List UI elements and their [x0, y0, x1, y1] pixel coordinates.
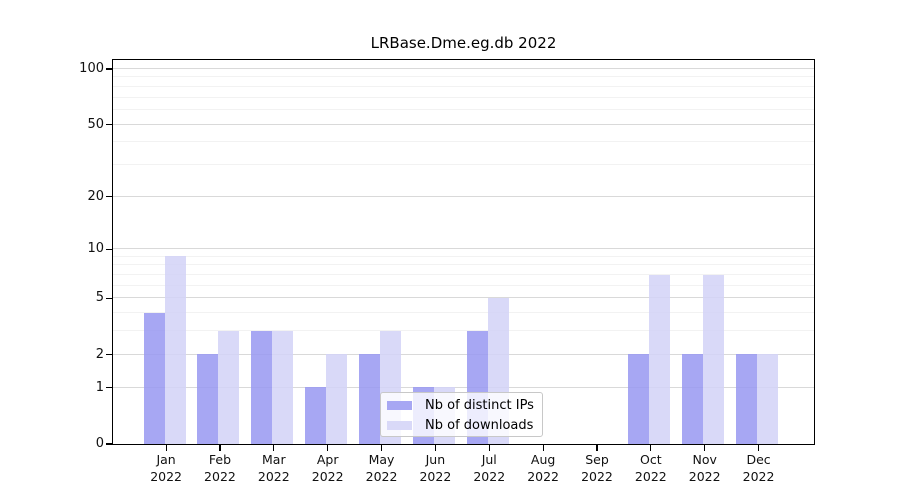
gridline-minor-90	[112, 76, 814, 78]
chart-title: LRBase.Dme.eg.db 2022	[370, 34, 557, 52]
downloads-swatch	[387, 421, 412, 431]
bar-downloads-oct	[649, 274, 671, 444]
ytick-mark-5	[106, 297, 113, 299]
month-label-apr: Apr 2022	[311, 452, 344, 484]
legend-label: Nb of downloads	[425, 418, 534, 434]
bar-ips-jan	[143, 312, 165, 444]
month-label-dec: Dec 2022	[742, 452, 775, 484]
xtick-mark-apr	[327, 444, 329, 451]
gridline-5	[112, 297, 814, 299]
xtick-mark-jul	[488, 444, 490, 451]
gridline-minor-8	[112, 264, 814, 266]
legend-item-downloads: Nb of downloads	[381, 416, 542, 437]
ytick-label-2: 2	[95, 346, 104, 362]
month-label-may: May 2022	[365, 452, 398, 484]
xtick-mark-dec	[757, 444, 760, 451]
gridline-minor-70	[112, 96, 814, 98]
gridline-minor-9	[112, 255, 814, 257]
gridline-1	[112, 386, 814, 388]
month-label-jun: Jun 2022	[419, 452, 452, 484]
bar-ips-nov	[682, 354, 704, 444]
bar-downloads-apr	[326, 354, 348, 444]
ytick-label-10: 10	[87, 241, 104, 257]
gridline-minor-4	[112, 312, 814, 314]
plot-area	[111, 58, 815, 445]
ytick-mark-50	[106, 123, 113, 126]
gridline-minor-3	[112, 330, 814, 332]
gridline-50	[112, 123, 814, 125]
gridline-100	[112, 67, 814, 69]
gridline-minor-80	[112, 85, 814, 87]
xtick-mark-oct	[650, 444, 652, 451]
legend-item-distinct-ips: Nb of distinct IPs	[381, 395, 542, 416]
gridline-10	[112, 248, 814, 250]
ytick-mark-0	[106, 443, 113, 445]
legend: Nb of distinct IPs Nb of downloads	[380, 392, 543, 437]
distinct-ips-swatch	[387, 400, 412, 410]
ytick-label-50: 50	[87, 116, 104, 132]
month-label-mar: Mar 2022	[257, 452, 290, 484]
ytick-mark-100	[106, 68, 113, 70]
month-label-oct: Oct 2022	[634, 452, 667, 484]
xtick-mark-jan	[165, 444, 167, 451]
bar-ips-feb	[197, 354, 219, 444]
xtick-mark-aug	[542, 444, 544, 451]
ytick-label-20: 20	[87, 188, 104, 204]
bar-downloads-feb	[218, 330, 240, 444]
month-label-sep: Sep 2022	[581, 452, 613, 484]
ytick-mark-2	[106, 354, 113, 356]
bar-ips-apr	[305, 387, 327, 444]
ytick-mark-20	[106, 196, 113, 198]
gridline-20	[112, 195, 814, 197]
bar-ips-dec	[736, 354, 758, 444]
gridline-minor-40	[112, 141, 814, 143]
gridline-2	[112, 353, 814, 355]
xtick-mark-may	[380, 444, 383, 451]
xtick-mark-sep	[596, 444, 598, 451]
month-label-nov: Nov 2022	[688, 452, 721, 484]
ytick-label-100: 100	[79, 60, 104, 76]
bar-ips-may	[359, 354, 381, 444]
bar-downloads-mar	[272, 330, 294, 444]
xtick-mark-nov	[704, 444, 706, 451]
bar-downloads-jan	[164, 256, 186, 444]
month-label-aug: Aug 2022	[527, 452, 560, 484]
month-label-jul: Jul 2022	[473, 452, 506, 484]
bar-downloads-nov	[703, 274, 725, 444]
legend-label: Nb of distinct IPs	[425, 397, 534, 413]
gridline-minor-30	[112, 163, 814, 165]
gridline-minor-7	[112, 274, 814, 276]
ytick-label-0: 0	[95, 436, 104, 451]
xtick-mark-jun	[434, 444, 436, 451]
bar-downloads-dec	[757, 354, 779, 444]
ytick-label-1: 1	[95, 379, 104, 395]
month-label-jan: Jan 2022	[150, 452, 182, 484]
xtick-mark-mar	[273, 444, 275, 451]
ytick-mark-10	[106, 248, 113, 250]
gridline-minor-60	[112, 108, 814, 110]
xtick-mark-feb	[219, 444, 221, 451]
month-label-feb: Feb 2022	[204, 452, 236, 484]
bar-ips-oct	[628, 354, 650, 444]
gridline-minor-6	[112, 284, 814, 286]
ytick-mark-1	[106, 387, 113, 389]
bar-ips-mar	[251, 330, 273, 444]
ytick-label-5: 5	[95, 290, 104, 306]
